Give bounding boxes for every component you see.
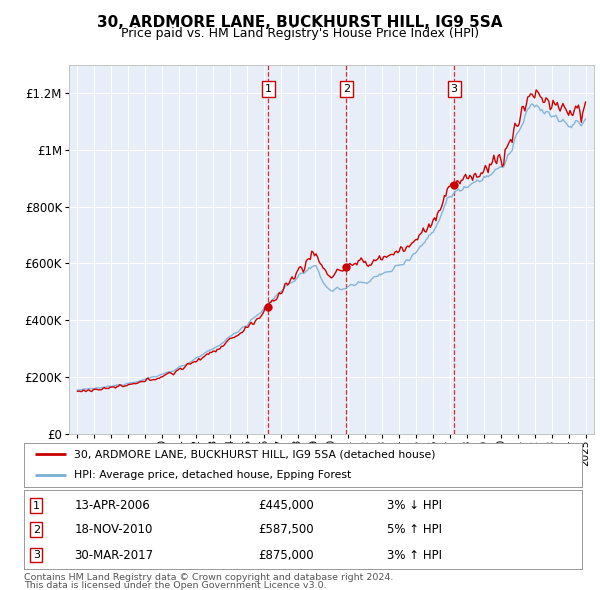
Text: 1: 1: [265, 84, 272, 94]
Text: 1: 1: [33, 501, 40, 510]
Text: 30, ARDMORE LANE, BUCKHURST HILL, IG9 5SA: 30, ARDMORE LANE, BUCKHURST HILL, IG9 5S…: [97, 15, 503, 30]
Text: £587,500: £587,500: [259, 523, 314, 536]
Text: £875,000: £875,000: [259, 549, 314, 562]
Text: 3% ↓ HPI: 3% ↓ HPI: [387, 499, 442, 512]
Text: 2: 2: [33, 525, 40, 535]
Text: This data is licensed under the Open Government Licence v3.0.: This data is licensed under the Open Gov…: [24, 581, 326, 589]
Text: 18-NOV-2010: 18-NOV-2010: [74, 523, 152, 536]
Text: 30-MAR-2017: 30-MAR-2017: [74, 549, 154, 562]
Text: Price paid vs. HM Land Registry's House Price Index (HPI): Price paid vs. HM Land Registry's House …: [121, 27, 479, 40]
Text: 2: 2: [343, 84, 350, 94]
Text: 3% ↑ HPI: 3% ↑ HPI: [387, 549, 442, 562]
Text: 13-APR-2006: 13-APR-2006: [74, 499, 150, 512]
Text: 30, ARDMORE LANE, BUCKHURST HILL, IG9 5SA (detached house): 30, ARDMORE LANE, BUCKHURST HILL, IG9 5S…: [74, 450, 436, 460]
Text: 3: 3: [33, 550, 40, 560]
Text: 5% ↑ HPI: 5% ↑ HPI: [387, 523, 442, 536]
Text: HPI: Average price, detached house, Epping Forest: HPI: Average price, detached house, Eppi…: [74, 470, 352, 480]
Text: 3: 3: [451, 84, 458, 94]
Text: Contains HM Land Registry data © Crown copyright and database right 2024.: Contains HM Land Registry data © Crown c…: [24, 573, 394, 582]
Text: £445,000: £445,000: [259, 499, 314, 512]
